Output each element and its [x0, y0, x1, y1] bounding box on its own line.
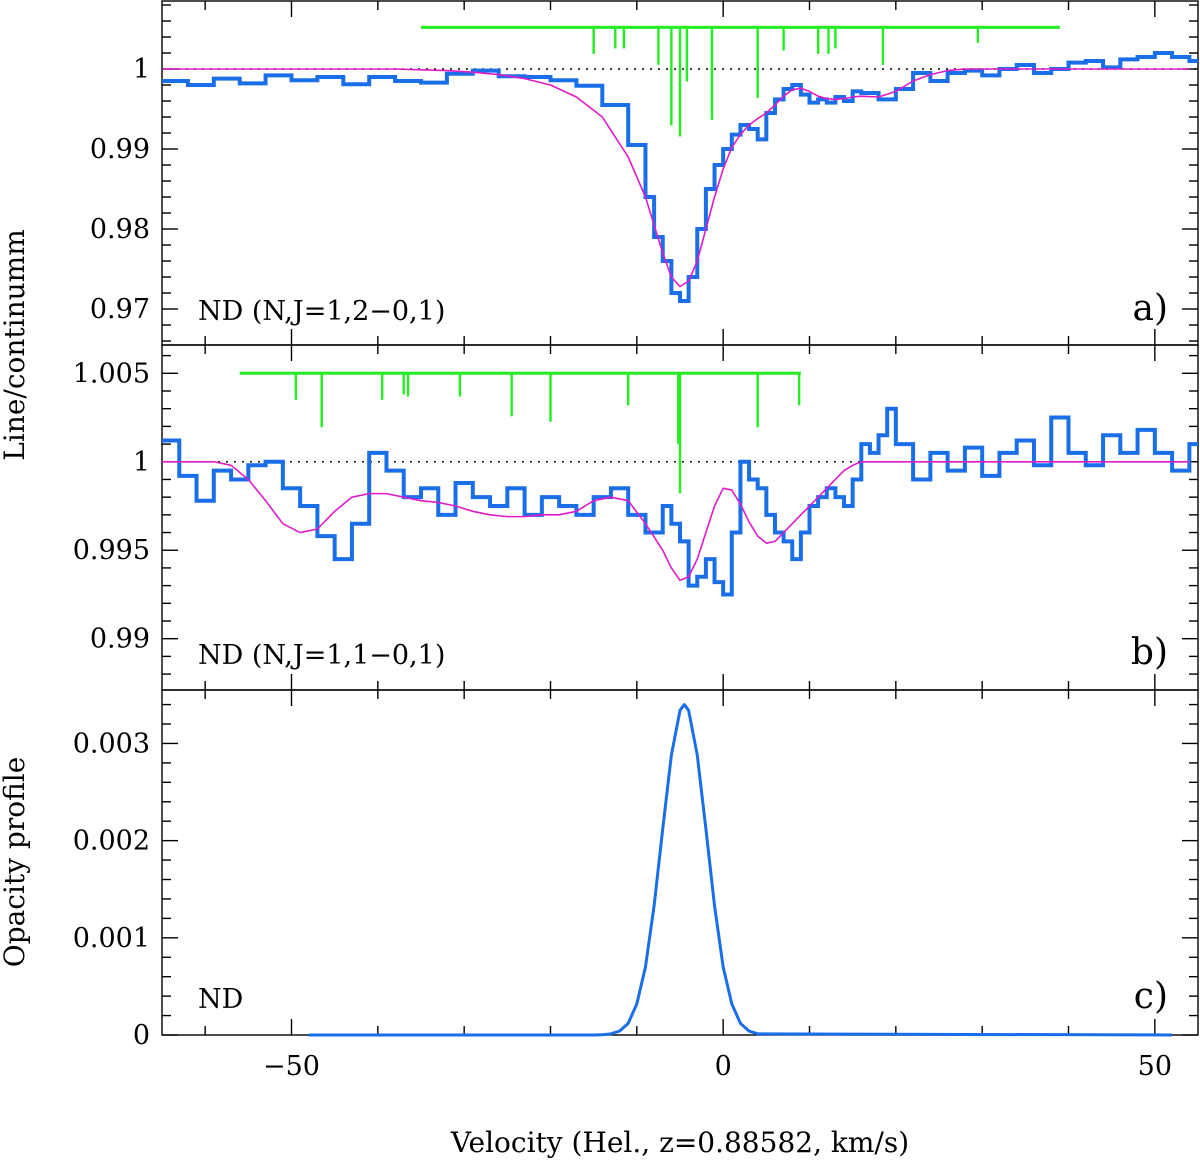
x-tick-label: 50 — [1138, 1051, 1172, 1082]
x-tick-label: 0 — [715, 1051, 732, 1082]
panel-a-model-line — [162, 68, 1190, 288]
plot-layer: 0.97 0.98 0.99 1 0.99 0.995 1 1.005 0 0.001 0.002 0… — [73, 1, 1198, 1082]
panel-b-ytick-label: 1.005 — [73, 358, 150, 389]
panel-c-letter: c) — [1134, 976, 1168, 1017]
panel-a-spectrum-line — [162, 51, 1198, 303]
panel-b-model-line — [162, 460, 1190, 582]
panel-c-label: ND — [198, 984, 243, 1015]
panel-b-ytick-label: 1 — [133, 447, 150, 478]
panel-c-ytick-label: 0.002 — [73, 826, 150, 857]
panel-c-opacity-line — [308, 703, 1173, 1037]
panel-c-frame — [161, 689, 1199, 1036]
y-axis-title-top: Line/continumm — [0, 229, 31, 461]
panel-a-ytick-label: 1 — [133, 54, 150, 85]
x-tick-label: −50 — [263, 1051, 320, 1082]
panel-b-spectrum-line — [162, 406, 1198, 597]
panel-b-ytick-label: 0.99 — [90, 624, 150, 655]
panel-a-ytick-label: 0.99 — [90, 134, 150, 165]
panel-a-ytick-label: 0.97 — [90, 294, 150, 325]
panel-b-letter: b) — [1131, 632, 1168, 673]
x-axis-title: Velocity (Hel., z=0.88582, km/s) — [450, 1126, 909, 1159]
panel-b-ytick-label: 0.995 — [73, 535, 150, 566]
panel-c-ytick-label: 0.003 — [73, 728, 150, 759]
panel-c-ytick-label: 0 — [133, 1020, 150, 1051]
y-axis-title-bottom: Opacity profile — [0, 757, 31, 968]
panel-c-ytick-label: 0.001 — [73, 923, 150, 954]
panel-a-letter: a) — [1132, 288, 1168, 329]
panel-a-label: ND (N,J=1,2−0,1) — [198, 296, 445, 327]
panel-b-label: ND (N,J=1,1−0,1) — [198, 640, 445, 671]
panel-a-ytick-label: 0.98 — [90, 214, 150, 245]
